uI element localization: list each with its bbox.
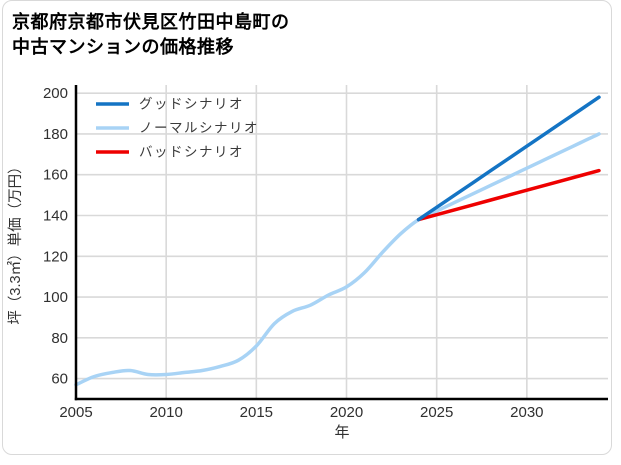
x-tick-label: 2005 (59, 404, 92, 421)
x-tick-label: 2020 (330, 404, 363, 421)
y-axis-title: 坪（3.3㎡）単価（万円） (7, 159, 24, 324)
y-tick-label: 100 (43, 289, 68, 306)
chart-title-line1: 京都府京都市伏見区竹田中島町の (12, 12, 290, 32)
x-tick-label: 2010 (149, 404, 182, 421)
legend-label-normal: ノーマルシナリオ (139, 121, 259, 136)
series-line-normal (74, 132, 601, 387)
chart-title-line2: 中古マンションの価格推移 (12, 37, 234, 57)
y-tick-label: 140 (43, 207, 68, 224)
legend-label-good: グッドシナリオ (139, 97, 244, 112)
series-line-bad (416, 168, 601, 222)
series-line-good (416, 95, 601, 222)
x-tick-label: 2025 (420, 404, 453, 421)
y-tick-label: 180 (43, 126, 68, 143)
x-tick-label: 2030 (510, 404, 543, 421)
y-tick-label: 160 (43, 167, 68, 184)
y-tick-label: 120 (43, 248, 68, 265)
x-tick-label: 2015 (240, 404, 273, 421)
y-tick-label: 80 (51, 330, 68, 347)
legend-label-bad: バッドシナリオ (139, 145, 244, 160)
y-tick-label: 200 (43, 85, 68, 102)
chart-title: 京都府京都市伏見区竹田中島町の 中古マンションの価格推移 (12, 10, 290, 60)
x-axis-title: 年 (334, 424, 349, 441)
y-tick-label: 60 (51, 371, 68, 388)
